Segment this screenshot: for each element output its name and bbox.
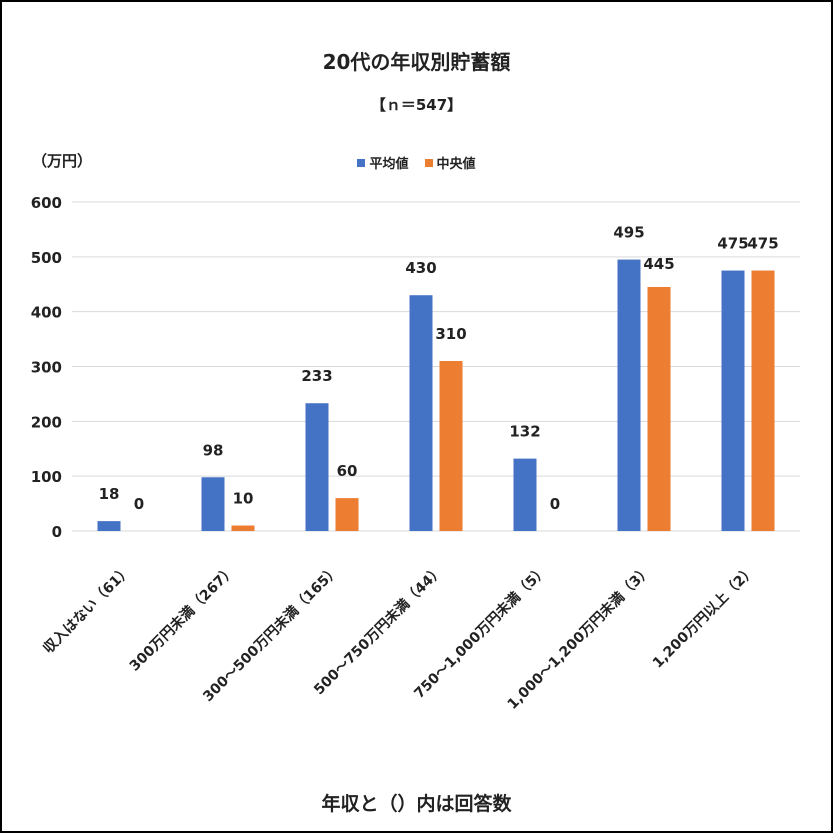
data-label: 430 — [405, 259, 436, 277]
data-label: 495 — [613, 224, 644, 242]
x-axis-label: 年収と（）内は回答数 — [321, 793, 512, 815]
y-tick-label: 400 — [31, 304, 62, 322]
bar-median — [335, 498, 359, 531]
bar-median — [231, 525, 255, 531]
legend-swatch-mean — [357, 158, 366, 167]
data-label: 475 — [747, 235, 778, 253]
y-tick-label: 500 — [31, 249, 62, 267]
data-label: 10 — [233, 490, 254, 508]
y-axis-label: （万円） — [32, 152, 93, 170]
bar-mean — [97, 521, 121, 531]
legend-item-median: 中央値 — [424, 153, 476, 172]
data-label: 18 — [99, 485, 120, 503]
legend-label-mean: 平均値 — [369, 157, 409, 172]
legend-swatch-median — [424, 158, 433, 167]
y-tick-label: 0 — [52, 523, 62, 541]
x-tick-label: 1,200万円以上（2） — [650, 563, 759, 672]
data-label: 310 — [435, 325, 466, 343]
y-tick-label: 200 — [31, 413, 62, 431]
bar-median — [647, 286, 671, 531]
x-tick-label: 収入はない（61） — [40, 562, 135, 657]
bar-mean — [617, 259, 641, 531]
bar-mean — [305, 403, 329, 531]
data-label: 132 — [509, 423, 540, 441]
legend-item-mean: 平均値 — [357, 153, 409, 172]
chart-subtitle: 【ｎ＝547】 — [370, 96, 463, 114]
bar-median — [751, 270, 775, 531]
data-label: 233 — [301, 367, 332, 385]
x-tick-label: 300万円未満（267） — [126, 562, 239, 675]
data-label: 475 — [717, 235, 748, 253]
y-tick-label: 600 — [31, 194, 62, 212]
bar-median — [439, 361, 463, 531]
data-label: 60 — [337, 462, 358, 480]
y-tick-label: 100 — [31, 468, 62, 486]
legend: 平均値 中央値 — [2, 153, 831, 172]
bar-mean — [513, 458, 537, 531]
chart-title: 20代の年収別貯蓄額 — [322, 50, 511, 74]
bar-mean — [409, 295, 433, 531]
data-label: 98 — [203, 441, 224, 459]
data-label: 0 — [550, 495, 560, 513]
bar-mean — [721, 270, 745, 531]
bar-mean — [201, 477, 225, 531]
data-label: 445 — [643, 255, 674, 273]
y-tick-label: 300 — [31, 359, 62, 377]
legend-label-median: 中央値 — [436, 157, 476, 172]
data-label: 0 — [134, 495, 144, 513]
